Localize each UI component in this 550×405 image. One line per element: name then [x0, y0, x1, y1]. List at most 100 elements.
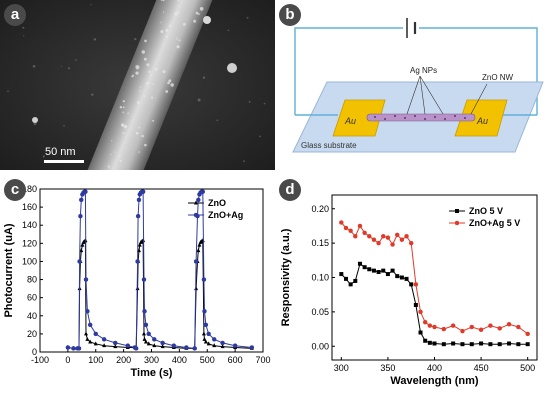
x-tick-label: 450: [474, 363, 489, 373]
data-point: [414, 282, 418, 286]
data-point: [144, 323, 148, 327]
data-point: [78, 214, 82, 218]
data-point: [442, 327, 446, 331]
data-point: [134, 346, 138, 350]
data-point: [451, 342, 455, 346]
data-point: [451, 324, 455, 328]
y-tick-label: 120: [22, 238, 37, 248]
data-point: [395, 233, 399, 237]
data-point: [460, 329, 464, 333]
data-point: [349, 282, 353, 286]
data-point: [358, 262, 362, 266]
data-point: [488, 324, 492, 328]
data-point: [391, 243, 395, 247]
scale-bar-label: 50 nm: [45, 146, 76, 158]
x-tick-label: 400: [172, 355, 187, 365]
data-point: [377, 270, 381, 274]
data-point: [344, 226, 348, 230]
y-tick-label: 80: [27, 275, 37, 285]
x-tick-label: 0: [65, 355, 70, 365]
data-point: [202, 309, 206, 313]
legend-label: ZnO+Ag: [208, 210, 243, 220]
data-point: [339, 272, 343, 276]
data-point: [395, 274, 399, 278]
data-point: [470, 325, 474, 329]
data-point: [419, 331, 423, 335]
legend-label: ZnO+Ag 5 V: [469, 218, 520, 228]
data-point: [137, 198, 141, 202]
data-point: [353, 279, 357, 283]
panel-label-c: c: [4, 179, 26, 201]
data-point: [233, 344, 237, 348]
legend-marker: [455, 209, 459, 213]
legend-label: ZnO: [208, 198, 226, 208]
electrode-label-right: Au: [476, 116, 488, 126]
data-point: [147, 332, 151, 336]
series-line-2: [341, 223, 527, 334]
data-point: [126, 344, 130, 348]
data-point: [142, 278, 146, 282]
data-point: [460, 342, 464, 346]
data-point: [194, 259, 198, 263]
data-point: [85, 309, 89, 313]
data-point: [377, 241, 381, 245]
data-point: [358, 224, 362, 228]
data-point: [526, 332, 530, 336]
x-tick-label: 400: [427, 363, 442, 373]
x-tick-label: 350: [380, 363, 395, 373]
data-point: [71, 346, 75, 350]
data-point: [405, 277, 409, 281]
ag-nps-label: Ag NPs: [410, 66, 437, 75]
panel-label-b: b: [279, 4, 301, 26]
y-tick-label: 0: [32, 347, 37, 357]
sem-image: 50 nm: [0, 0, 275, 170]
y-tick-label: 20: [27, 329, 37, 339]
data-point: [78, 259, 82, 263]
y-tick-label: 100: [22, 256, 37, 266]
device-schematic: Ag NPs ZnO NW Au Au Glass substrate: [275, 0, 550, 170]
data-point: [152, 337, 156, 341]
substrate-label: Glass substrate: [301, 141, 357, 150]
data-point: [193, 346, 197, 350]
legend-marker: [455, 221, 459, 225]
data-point: [88, 323, 92, 327]
y-tick-label: 140: [22, 220, 37, 230]
data-point: [83, 190, 87, 194]
y-tick-label: 0.00: [311, 341, 329, 351]
data-point: [470, 342, 474, 346]
data-point: [405, 234, 409, 238]
data-point: [433, 325, 437, 329]
y-tick-label: 40: [27, 311, 37, 321]
data-point: [84, 278, 88, 282]
y-tick-label: 0.20: [311, 204, 329, 214]
x-tick-label: 500: [200, 355, 215, 365]
data-point: [414, 303, 418, 307]
data-point: [363, 265, 367, 269]
y-axis-label: Responsivity (a.u.): [280, 228, 292, 326]
x-axis-label: Wavelength (nm): [390, 375, 479, 387]
x-tick-label: 500: [520, 363, 535, 373]
data-point: [507, 342, 511, 346]
data-point: [367, 267, 371, 271]
data-point: [85, 337, 89, 341]
data-point: [479, 342, 483, 346]
series-line-1: [341, 264, 527, 344]
data-point: [79, 198, 83, 202]
zno-nanowire: [367, 114, 475, 121]
data-point: [84, 331, 88, 335]
data-point: [381, 234, 385, 238]
data-point: [172, 344, 176, 348]
y-tick-label: 0.05: [311, 307, 329, 317]
data-point: [423, 320, 427, 324]
data-point: [516, 342, 520, 346]
data-point: [66, 345, 70, 349]
y-tick-label: 0.15: [311, 238, 329, 248]
data-point: [221, 341, 225, 345]
data-point: [94, 332, 98, 336]
data-point: [409, 282, 413, 286]
data-point: [442, 342, 446, 346]
